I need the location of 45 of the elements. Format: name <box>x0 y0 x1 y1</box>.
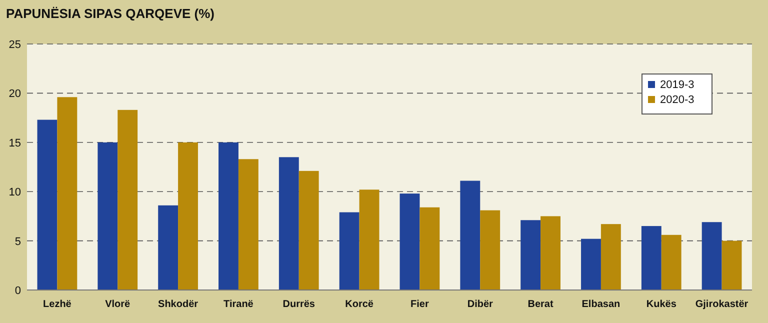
bar <box>540 216 560 290</box>
legend-label: 2019-3 <box>660 79 694 91</box>
bar <box>661 234 682 290</box>
y-tick-label: 10 <box>8 186 21 199</box>
y-tick-label: 25 <box>8 39 21 51</box>
bar <box>298 170 319 290</box>
bar <box>218 142 238 290</box>
bar <box>118 110 138 290</box>
y-tick-label: 20 <box>8 88 21 100</box>
bar <box>98 142 118 290</box>
bar <box>460 180 480 290</box>
y-tick-label: 0 <box>14 285 21 297</box>
x-tick-label: Dibër <box>467 299 494 310</box>
x-tick-label: Berat <box>528 299 554 310</box>
x-tick-label: Korcë <box>345 299 374 310</box>
x-tick-label: Elbasan <box>582 299 620 310</box>
bar <box>641 226 662 290</box>
x-tick-label: Durrës <box>282 299 316 310</box>
chart-title: PAPUNËSIA SIPAS QARQEVE (%) <box>6 6 215 21</box>
x-tick-label: Fier <box>410 299 429 310</box>
bar <box>480 210 500 290</box>
y-tick-label: 5 <box>14 236 21 248</box>
bar <box>722 240 742 290</box>
bar <box>278 157 299 290</box>
bar <box>400 194 420 290</box>
bar <box>520 220 541 290</box>
bar <box>581 238 601 290</box>
x-tick-label: Vlorë <box>105 299 131 310</box>
bar <box>178 142 198 290</box>
x-tick-label: Lezhë <box>43 299 72 310</box>
bar <box>37 120 58 290</box>
y-tick-label: 15 <box>8 137 21 150</box>
x-tick-label: Tiranë <box>224 299 254 310</box>
bar <box>158 205 178 290</box>
bar <box>339 212 360 290</box>
bar <box>702 222 722 290</box>
x-tick-label: Gjirokastër <box>695 299 748 310</box>
bar <box>600 224 621 290</box>
bar <box>238 159 258 290</box>
legend-label: 2020-3 <box>660 94 694 106</box>
bar <box>57 97 78 290</box>
bar <box>359 190 380 290</box>
x-tick-label: Kukës <box>646 299 677 310</box>
bar <box>420 207 440 290</box>
x-tick-label: Shkodër <box>158 299 198 310</box>
